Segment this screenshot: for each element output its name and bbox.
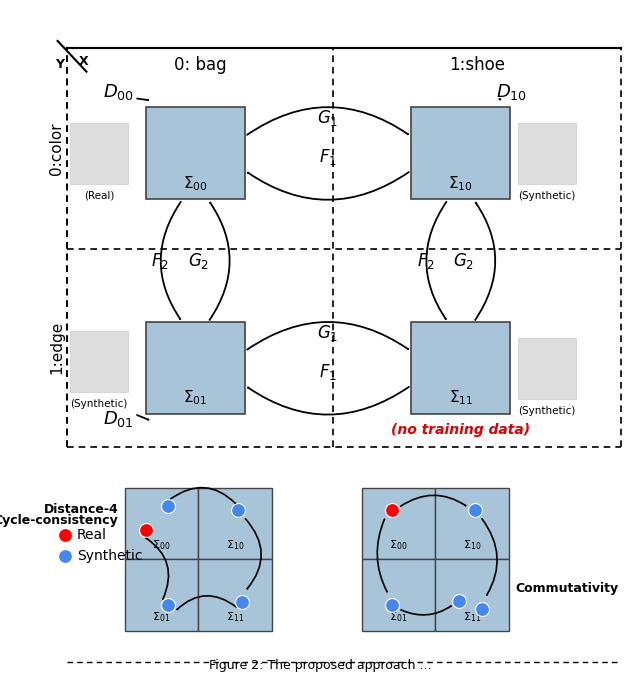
FancyBboxPatch shape: [146, 107, 244, 199]
Text: $F_1$: $F_1$: [319, 361, 337, 382]
FancyBboxPatch shape: [198, 488, 272, 559]
Text: (no training data): (no training data): [391, 423, 531, 436]
Text: $G_1$: $G_1$: [317, 323, 339, 343]
FancyBboxPatch shape: [125, 559, 198, 631]
FancyBboxPatch shape: [125, 488, 198, 559]
Text: Distance-4: Distance-4: [44, 503, 118, 516]
Text: 1:edge: 1:edge: [49, 321, 64, 374]
Text: Figure 2: The proposed approach ...: Figure 2: The proposed approach ...: [209, 659, 431, 672]
Text: $\Sigma_{01}$: $\Sigma_{01}$: [183, 389, 207, 408]
FancyBboxPatch shape: [70, 331, 128, 392]
FancyBboxPatch shape: [70, 123, 128, 184]
Text: $\Sigma_{01}$: $\Sigma_{01}$: [389, 610, 408, 624]
Text: $\Sigma_{11}$: $\Sigma_{11}$: [449, 389, 473, 408]
Text: 1:shoe: 1:shoe: [449, 56, 505, 74]
Text: $\Sigma_{01}$: $\Sigma_{01}$: [152, 610, 171, 624]
Text: $F_2$: $F_2$: [151, 251, 169, 271]
Text: $G_2$: $G_2$: [453, 251, 475, 271]
Text: $\Sigma_{00}$: $\Sigma_{00}$: [183, 174, 207, 192]
Text: $F_1$: $F_1$: [319, 147, 337, 167]
Text: $\Sigma_{10}$: $\Sigma_{10}$: [463, 539, 481, 552]
FancyBboxPatch shape: [518, 123, 576, 184]
Text: 0: bag: 0: bag: [173, 56, 227, 74]
Text: (Real): (Real): [84, 191, 115, 201]
Text: Y: Y: [55, 58, 64, 72]
Text: $\Sigma_{10}$: $\Sigma_{10}$: [226, 539, 244, 552]
Text: Real: Real: [77, 529, 107, 542]
Text: $\Sigma_{10}$: $\Sigma_{10}$: [449, 174, 473, 192]
Text: Cycle-consistency: Cycle-consistency: [0, 514, 118, 527]
Text: $G_1$: $G_1$: [317, 108, 339, 128]
FancyBboxPatch shape: [198, 559, 272, 631]
Text: 0:color: 0:color: [49, 122, 64, 175]
FancyBboxPatch shape: [362, 488, 435, 559]
FancyBboxPatch shape: [435, 559, 509, 631]
FancyBboxPatch shape: [412, 322, 511, 414]
Text: X: X: [78, 55, 88, 68]
Text: $\Sigma_{11}$: $\Sigma_{11}$: [226, 610, 244, 624]
FancyBboxPatch shape: [412, 107, 511, 199]
Text: $\Sigma_{11}$: $\Sigma_{11}$: [463, 610, 481, 624]
Text: $G_2$: $G_2$: [188, 251, 209, 271]
Text: Synthetic: Synthetic: [77, 549, 142, 563]
Text: (Synthetic): (Synthetic): [518, 406, 576, 416]
FancyBboxPatch shape: [146, 322, 244, 414]
Text: Commutativity: Commutativity: [515, 582, 618, 595]
FancyBboxPatch shape: [362, 559, 435, 631]
Text: (Synthetic): (Synthetic): [70, 399, 128, 409]
Text: $\Sigma_{00}$: $\Sigma_{00}$: [152, 539, 171, 552]
Text: $D_{01}$: $D_{01}$: [103, 409, 134, 430]
FancyBboxPatch shape: [518, 338, 576, 399]
Text: (Synthetic): (Synthetic): [518, 191, 576, 201]
Text: $F_2$: $F_2$: [417, 251, 435, 271]
FancyBboxPatch shape: [435, 488, 509, 559]
Text: $D_{00}$: $D_{00}$: [103, 82, 134, 102]
Text: $D_{10}$: $D_{10}$: [497, 82, 527, 102]
Text: $\Sigma_{00}$: $\Sigma_{00}$: [389, 539, 408, 552]
